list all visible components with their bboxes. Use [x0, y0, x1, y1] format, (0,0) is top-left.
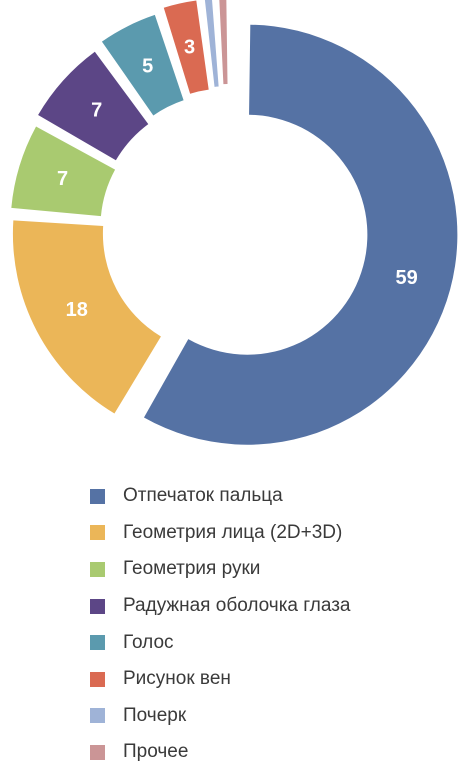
legend-swatch: [90, 598, 105, 614]
donut-slice: [204, 0, 219, 87]
legend-item: Геометрия лица (2D+3D): [90, 515, 351, 552]
legend-item: Радужная оболочка глаза: [90, 588, 351, 625]
legend-label: Прочее: [123, 741, 189, 763]
legend-item: Прочее: [90, 734, 351, 771]
donut-slice: [12, 220, 161, 414]
donut-slice: [11, 126, 116, 217]
legend-item: Почерк: [90, 698, 351, 735]
slice-value-label: 18: [66, 299, 88, 321]
legend-item: Отпечаток пальца: [90, 478, 351, 515]
donut-slice: [38, 51, 149, 161]
legend-swatch: [90, 525, 105, 541]
slice-value-label: 59: [396, 267, 418, 289]
chart-legend: Отпечаток пальца Геометрия лица (2D+3D) Ге…: [90, 478, 351, 771]
donut-chart: 5918775311: [11, 0, 458, 445]
legend-swatch: [90, 708, 105, 724]
donut-slice: [219, 0, 228, 85]
donut-slice: [143, 24, 458, 445]
legend-label: Радужная оболочка глаза: [123, 595, 351, 617]
legend-label: Геометрия руки: [123, 558, 261, 580]
legend-swatch: [90, 744, 105, 760]
legend-swatch: [90, 561, 105, 577]
legend-swatch: [90, 488, 105, 504]
legend-label: Почерк: [123, 704, 187, 726]
legend-item: Рисунок вен: [90, 661, 351, 698]
legend-item: Голос: [90, 624, 351, 661]
slice-value-label: 5: [142, 56, 153, 78]
legend-label: Отпечаток пальца: [123, 485, 283, 507]
donut-slice: [163, 0, 209, 94]
legend-swatch: [90, 671, 105, 687]
legend-label: Рисунок вен: [123, 668, 231, 690]
donut-chart-svg: 5918775311: [11, 0, 458, 445]
slice-value-label: 7: [57, 168, 68, 190]
donut-slice: [101, 14, 184, 116]
slice-value-label: 3: [184, 36, 195, 58]
legend-swatch: [90, 635, 105, 651]
slice-value-label: 7: [91, 100, 102, 122]
legend-item: Геометрия руки: [90, 551, 351, 588]
legend-label: Геометрия лица (2D+3D): [123, 521, 343, 543]
legend-label: Голос: [123, 631, 174, 653]
